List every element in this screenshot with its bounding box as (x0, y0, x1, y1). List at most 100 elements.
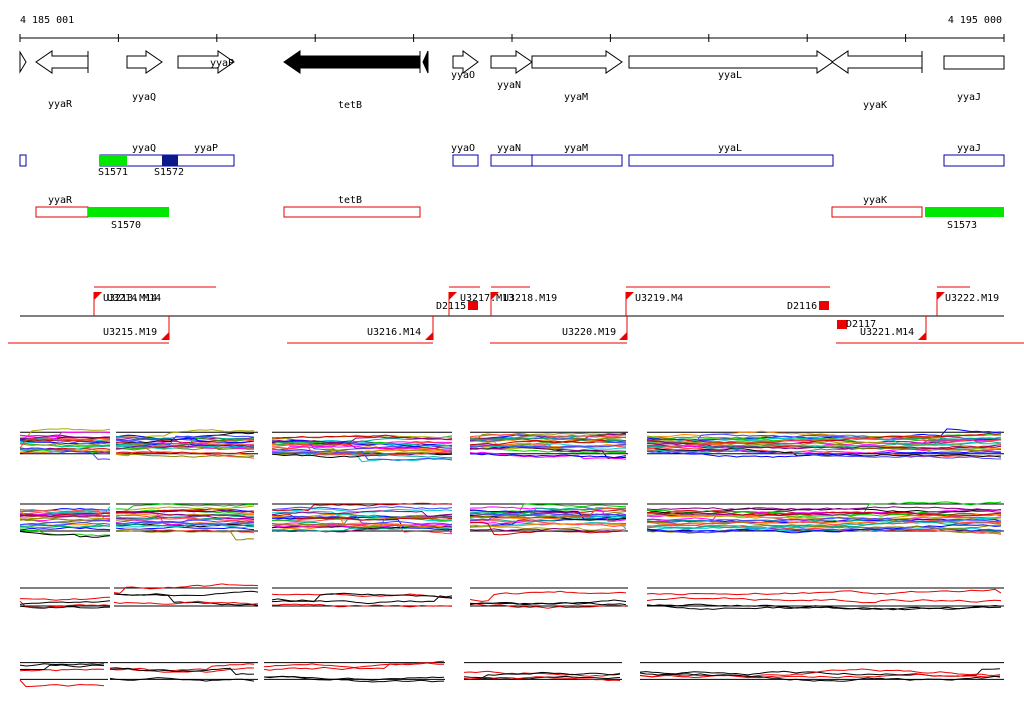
profile-line (19, 518, 111, 524)
profile-line (19, 531, 111, 538)
label: yyaL (718, 143, 742, 154)
profile-line (19, 448, 111, 455)
gene-box (943, 55, 1005, 70)
profile-line (463, 671, 621, 679)
profile-line (19, 596, 111, 601)
profile-line (19, 600, 111, 609)
profile-line (271, 442, 453, 451)
ruler-start: 4 185 001 (20, 15, 74, 26)
profile-line (646, 508, 1002, 521)
profile-line (115, 435, 255, 441)
profile-line (647, 449, 1002, 460)
label: D2117 (846, 319, 876, 330)
profile-line (463, 675, 621, 680)
breakpoint (819, 301, 829, 310)
label: yyaQ (132, 92, 156, 103)
profile-line (469, 590, 627, 602)
label: D2115 (436, 301, 466, 312)
profile-line (115, 520, 255, 525)
profile-line (113, 590, 259, 597)
label: U3218.M19 (503, 293, 557, 304)
profile-line (19, 506, 111, 515)
label: tetB (338, 195, 362, 206)
profile-line (469, 436, 627, 444)
profile-line (115, 450, 255, 455)
profile-line (271, 592, 453, 603)
reverse-box (831, 206, 923, 218)
profile-line (646, 436, 1002, 450)
profile-line (469, 522, 627, 527)
profile-line (271, 514, 453, 521)
profile-line (469, 453, 627, 459)
gene-arrow (628, 50, 834, 74)
profile-line (19, 663, 105, 667)
profile-line (646, 447, 1002, 458)
profile-line (271, 450, 453, 463)
profile-line (271, 450, 453, 461)
profile-line (20, 512, 111, 517)
segment-marker (491, 292, 499, 300)
segment-marker (449, 292, 457, 300)
label: yyaL (718, 70, 742, 81)
label: U3219.M4 (635, 293, 683, 304)
profile-line (646, 603, 1002, 611)
profile-line (19, 515, 111, 518)
profile-line (646, 432, 1002, 445)
profile-line (646, 521, 1002, 529)
profile-line (115, 442, 255, 451)
forward-box (943, 154, 1005, 167)
profile-line (469, 527, 627, 533)
profile-line (646, 524, 1002, 534)
label: yyaK (863, 195, 887, 206)
label: yyaR (48, 195, 73, 206)
profile-line (19, 664, 105, 670)
profile-line (469, 506, 627, 516)
profile-line (646, 439, 1002, 453)
profile-line (271, 526, 453, 532)
profile-line (646, 506, 1002, 511)
profile-line (646, 436, 1002, 448)
label: S1572 (154, 167, 184, 178)
profile-line (19, 428, 111, 439)
profile-line (271, 452, 453, 459)
ruler-end: 4 195 000 (948, 15, 1002, 26)
profile-line (469, 599, 627, 606)
profile-line (263, 662, 444, 671)
label: tetB (338, 100, 362, 111)
profile-line (469, 515, 627, 521)
gene-arrow (177, 50, 235, 74)
segment-marker (619, 332, 627, 340)
profile-line (19, 442, 111, 447)
profile-line (115, 453, 255, 458)
label: yyaP (210, 58, 234, 69)
label: yyaO (451, 143, 475, 154)
forward-box (452, 154, 479, 167)
forward-box (490, 154, 533, 167)
profile-line (19, 517, 111, 522)
profile-line (113, 593, 259, 606)
gene-arrow (422, 50, 429, 74)
profile-line (647, 527, 1002, 534)
label: yyaO (451, 70, 475, 81)
segment-marker (94, 292, 102, 300)
profile-line (646, 520, 1002, 530)
profile-line (19, 524, 111, 529)
profile-line (469, 509, 627, 520)
segment-marker (918, 332, 926, 340)
label: D2116 (787, 301, 817, 312)
gene-arrow (35, 50, 89, 74)
label: U3222.M19 (945, 293, 999, 304)
profile-line (646, 434, 1002, 442)
label: U3214.M14 (107, 293, 161, 304)
profile-line (115, 503, 255, 510)
reverse-box (283, 206, 421, 218)
profile-line (271, 506, 453, 511)
profile-line (115, 439, 255, 445)
label: U3216.M14 (367, 327, 421, 338)
profile-line (115, 514, 255, 522)
profile-line (469, 519, 627, 528)
profile-line (646, 440, 1002, 450)
profile-line (469, 603, 627, 609)
label: yyaK (863, 100, 887, 111)
